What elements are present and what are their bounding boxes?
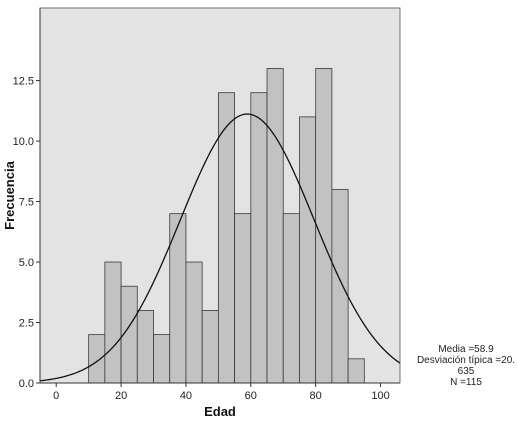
histogram-bar-6 [185,261,203,384]
x-tick-label-1: 20 [115,390,127,402]
histogram-bar-8 [217,92,235,384]
histogram-bar-15 [331,189,349,384]
histogram-bar-14 [315,68,333,384]
y-tick-label-3: 7.5 [19,197,34,209]
statistics-legend: Media =58.9 Desviación típica =20. 635 N… [416,344,516,388]
normal-curve [39,113,401,382]
histogram-bar-7 [201,310,219,384]
stats-mean: Media =58.9 [438,344,494,355]
histogram-bar-0 [88,334,106,384]
x-tick-label-4: 80 [310,390,322,402]
x-tick-label-3: 60 [245,390,257,402]
y-tick-label-1: 2.5 [19,318,34,330]
histogram-bar-1 [104,261,122,384]
x-tick-label-0: 0 [53,390,59,402]
histogram-bar-3 [136,310,154,384]
histogram-bar-16 [347,358,365,384]
y-tick-label-0: 0.0 [19,378,34,390]
histogram-bar-13 [299,116,317,384]
stats-n: N =115 [450,377,482,388]
stats-sd: Desviación típica =20. [416,355,516,366]
histogram-bar-4 [153,334,171,384]
x-axis-label: Edad [204,404,236,419]
y-tick-label-5: 12.5 [13,76,34,88]
histogram-bar-10 [250,92,268,384]
histogram-bar-11 [266,68,284,384]
histogram-bar-9 [234,213,252,384]
x-tick-label-2: 40 [180,390,192,402]
histogram-bar-12 [282,213,300,384]
y-tick-label-4: 10.0 [13,136,34,148]
y-axis-label: Frecuencia [2,160,17,229]
y-tick-label-2: 5.0 [19,257,34,269]
x-tick-label-5: 100 [371,390,389,402]
stats-sd-continued: 635 [457,366,475,377]
